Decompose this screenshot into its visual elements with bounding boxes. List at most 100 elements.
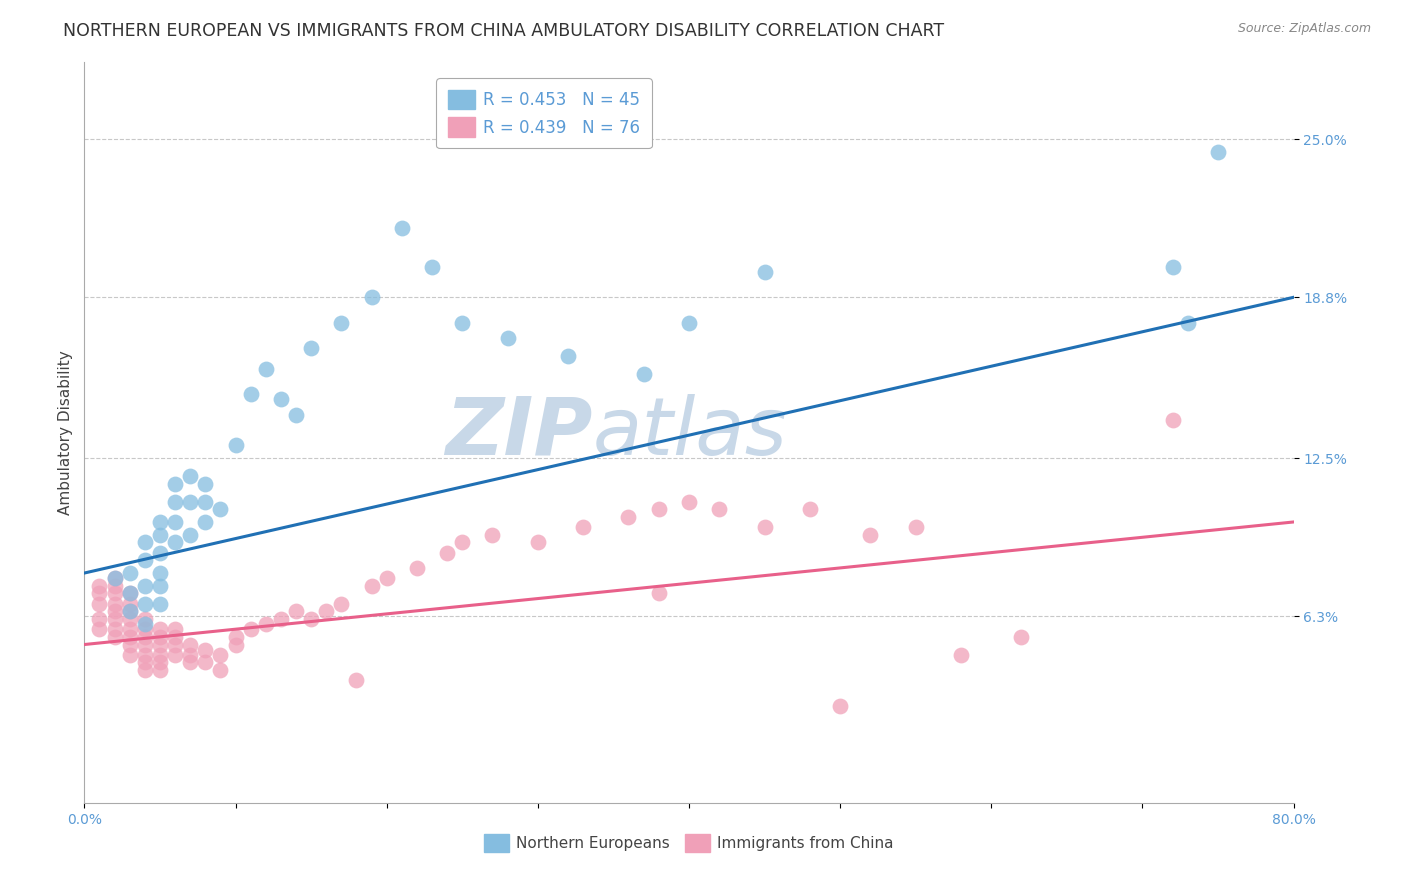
Point: [149, 566, 172, 580]
Point: [950, 648, 973, 662]
Point: [104, 630, 127, 644]
Point: [104, 579, 127, 593]
Point: [451, 316, 474, 330]
Point: [225, 438, 247, 452]
Point: [633, 367, 655, 381]
Point: [904, 520, 927, 534]
Point: [648, 586, 671, 600]
Point: [134, 597, 156, 611]
Point: [285, 604, 308, 618]
Point: [239, 622, 262, 636]
Point: [165, 515, 187, 529]
Point: [1011, 630, 1033, 644]
Point: [149, 597, 172, 611]
Point: [118, 622, 141, 636]
Point: [104, 586, 127, 600]
Point: [209, 663, 232, 677]
Point: [270, 392, 292, 407]
Point: [134, 663, 156, 677]
Legend: Northern Europeans, Immigrants from China: Northern Europeans, Immigrants from Chin…: [478, 829, 900, 858]
Point: [194, 515, 217, 529]
Point: [179, 656, 201, 670]
Point: [572, 520, 595, 534]
Point: [648, 502, 671, 516]
Point: [239, 387, 262, 401]
Point: [89, 622, 111, 636]
Y-axis label: Ambulatory Disability: Ambulatory Disability: [58, 351, 73, 515]
Point: [118, 597, 141, 611]
Point: [104, 571, 127, 585]
Point: [118, 630, 141, 644]
Point: [118, 586, 141, 600]
Point: [104, 612, 127, 626]
Point: [134, 579, 156, 593]
Point: [330, 597, 353, 611]
Point: [149, 579, 172, 593]
Point: [165, 630, 187, 644]
Point: [104, 622, 127, 636]
Text: atlas: atlas: [592, 393, 787, 472]
Point: [1177, 316, 1199, 330]
Point: [799, 502, 821, 516]
Point: [709, 502, 731, 516]
Point: [678, 316, 700, 330]
Point: [254, 617, 277, 632]
Point: [194, 656, 217, 670]
Point: [165, 622, 187, 636]
Point: [209, 648, 232, 662]
Point: [179, 494, 201, 508]
Point: [406, 561, 429, 575]
Point: [391, 221, 413, 235]
Point: [104, 597, 127, 611]
Point: [451, 535, 474, 549]
Point: [118, 604, 141, 618]
Point: [149, 656, 172, 670]
Point: [118, 586, 141, 600]
Point: [149, 663, 172, 677]
Point: [194, 494, 217, 508]
Point: [527, 535, 550, 549]
Point: [179, 638, 201, 652]
Point: [420, 260, 443, 274]
Point: [134, 612, 156, 626]
Point: [754, 520, 776, 534]
Point: [89, 579, 111, 593]
Point: [165, 535, 187, 549]
Point: [149, 515, 172, 529]
Point: [118, 566, 141, 580]
Point: [165, 638, 187, 652]
Point: [678, 494, 700, 508]
Point: [1161, 260, 1184, 274]
Point: [360, 290, 382, 304]
Point: [496, 331, 519, 345]
Point: [134, 638, 156, 652]
Point: [165, 648, 187, 662]
Point: [270, 612, 292, 626]
Point: [149, 630, 172, 644]
Point: [149, 622, 172, 636]
Point: [617, 509, 640, 524]
Point: [830, 698, 852, 713]
Point: [118, 638, 141, 652]
Point: [179, 648, 201, 662]
Point: [315, 604, 337, 618]
Point: [134, 622, 156, 636]
Point: [299, 342, 322, 356]
Text: Source: ZipAtlas.com: Source: ZipAtlas.com: [1237, 22, 1371, 36]
Point: [134, 648, 156, 662]
Point: [299, 612, 322, 626]
Point: [104, 571, 127, 585]
Point: [1161, 413, 1184, 427]
Point: [754, 265, 776, 279]
Point: [481, 527, 503, 541]
Point: [209, 502, 232, 516]
Point: [134, 630, 156, 644]
Point: [89, 597, 111, 611]
Point: [134, 535, 156, 549]
Point: [134, 617, 156, 632]
Point: [165, 494, 187, 508]
Point: [1206, 145, 1229, 159]
Point: [165, 476, 187, 491]
Point: [118, 612, 141, 626]
Point: [134, 656, 156, 670]
